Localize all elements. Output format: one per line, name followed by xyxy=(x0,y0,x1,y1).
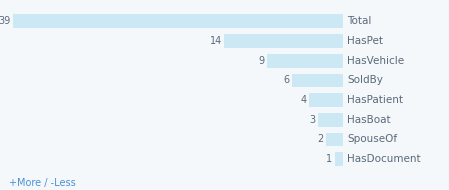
Text: HasDocument: HasDocument xyxy=(347,154,421,164)
Bar xyxy=(309,93,343,107)
Text: 1: 1 xyxy=(326,154,332,164)
Bar xyxy=(317,113,343,127)
Text: Total: Total xyxy=(347,16,372,26)
Text: +More / -Less: +More / -Less xyxy=(9,178,76,188)
Bar xyxy=(224,34,343,48)
Bar xyxy=(292,74,343,87)
Text: 39: 39 xyxy=(0,16,10,26)
Text: HasPatient: HasPatient xyxy=(347,95,403,105)
Bar xyxy=(335,152,343,166)
Text: 9: 9 xyxy=(258,56,264,66)
Text: 4: 4 xyxy=(300,95,307,105)
Text: 14: 14 xyxy=(210,36,222,46)
Bar xyxy=(267,54,343,68)
Text: 2: 2 xyxy=(317,135,323,144)
Text: HasVehicle: HasVehicle xyxy=(347,56,404,66)
Bar xyxy=(13,14,343,28)
Text: HasPet: HasPet xyxy=(347,36,383,46)
Text: 3: 3 xyxy=(309,115,315,125)
Text: SpouseOf: SpouseOf xyxy=(347,135,397,144)
Bar xyxy=(326,133,343,146)
Text: SoldBy: SoldBy xyxy=(347,75,383,85)
Text: 6: 6 xyxy=(283,75,290,85)
Text: HasBoat: HasBoat xyxy=(347,115,391,125)
